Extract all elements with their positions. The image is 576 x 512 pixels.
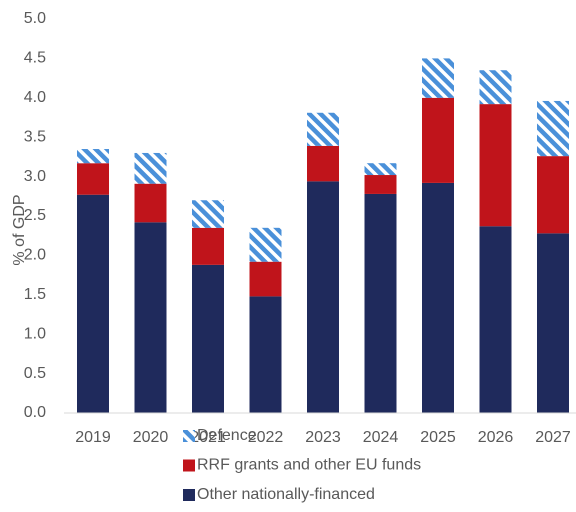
- bar-segment: [134, 183, 167, 223]
- bar-segment: [134, 222, 167, 413]
- x-tick-label: 2022: [248, 429, 284, 446]
- y-tick-label: 1.5: [24, 286, 46, 303]
- bar-segment: [479, 104, 512, 227]
- y-axis-label: % of GDP: [11, 194, 28, 265]
- y-tick-label: 3.5: [24, 128, 46, 145]
- bar-segment: [307, 145, 339, 182]
- y-tick-label: 1.0: [24, 325, 46, 342]
- bar-segment: [249, 261, 282, 297]
- x-tick-label: 2024: [363, 429, 399, 446]
- x-tick-label: 2019: [75, 429, 111, 446]
- bar-segment: [307, 181, 339, 413]
- bar-segment: [192, 264, 224, 413]
- bar-segment: [364, 193, 397, 413]
- legend-label: Other nationally-financed: [197, 486, 375, 503]
- bar-segment: [249, 227, 282, 262]
- x-tick-label: 2020: [133, 429, 169, 446]
- bar-segment: [422, 182, 454, 413]
- y-tick-label: 5.0: [24, 10, 46, 27]
- bar-segment: [77, 149, 109, 164]
- bar-segment: [479, 70, 512, 105]
- bar-segment: [364, 163, 397, 176]
- x-tick-label: 2026: [478, 429, 514, 446]
- bar-segment: [307, 112, 339, 146]
- bar-segment: [192, 200, 224, 228]
- bar-segment: [364, 175, 397, 194]
- y-tick-label: 2.5: [24, 207, 46, 224]
- bar-segment: [422, 97, 454, 183]
- y-tick-label: 4.0: [24, 89, 46, 106]
- y-tick-label: 2.0: [24, 247, 46, 264]
- x-tick-label: 2023: [305, 429, 341, 446]
- y-tick-label: 0.5: [24, 365, 46, 382]
- y-tick-label: 0.0: [24, 404, 46, 421]
- bar-segment: [537, 156, 569, 234]
- bar-segment: [77, 194, 109, 413]
- bar-segment: [422, 58, 454, 98]
- y-tick-label: 3.0: [24, 168, 46, 185]
- legend-label: RRF grants and other EU funds: [197, 457, 421, 474]
- bar-segment: [537, 100, 569, 157]
- legend-swatch: [183, 489, 195, 501]
- x-tick-label: 2025: [420, 429, 456, 446]
- bar-segment: [479, 226, 512, 413]
- bar-segment: [537, 233, 569, 413]
- x-tick-label: 2027: [535, 429, 571, 446]
- legend-swatch: [183, 459, 195, 472]
- bar-segment: [77, 163, 109, 195]
- legend-label: Defence: [197, 427, 257, 444]
- bar-segment: [192, 227, 224, 265]
- bar-segment: [134, 152, 167, 184]
- y-tick-label: 4.5: [24, 50, 46, 67]
- bar-segment: [249, 296, 282, 413]
- x-tick-label: 2021: [190, 429, 226, 446]
- legend-swatch: [183, 430, 195, 442]
